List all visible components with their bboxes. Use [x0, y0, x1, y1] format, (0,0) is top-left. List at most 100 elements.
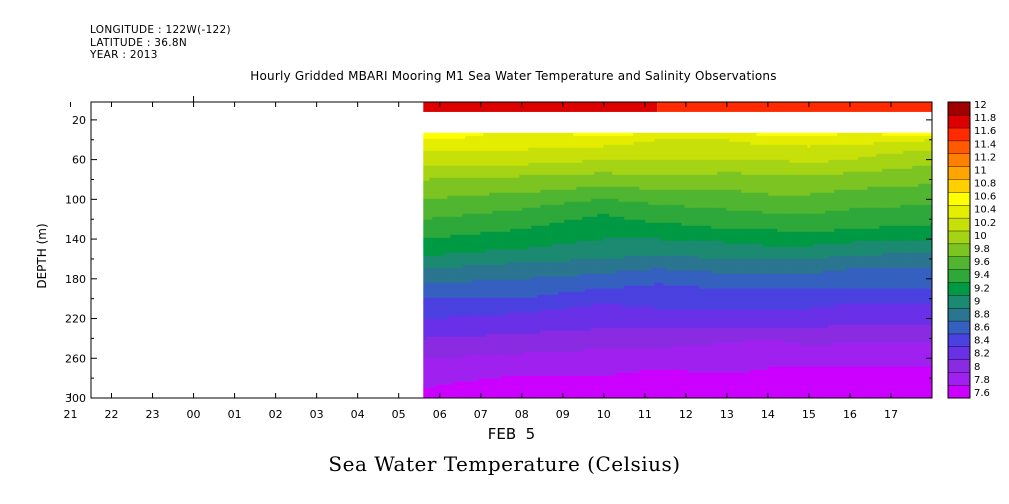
- temperature-cell: [432, 148, 435, 151]
- temperature-cell: [495, 142, 498, 145]
- temperature-cell: [531, 214, 534, 217]
- temperature-cell: [477, 223, 480, 226]
- temperature-cell: [477, 337, 480, 340]
- temperature-cell: [525, 358, 528, 361]
- temperature-cell: [447, 322, 450, 325]
- temperature-cell: [429, 202, 432, 205]
- temperature-cell: [489, 193, 492, 196]
- temperature-cell: [516, 190, 519, 193]
- temperature-cell: [432, 247, 435, 250]
- temperature-cell: [483, 373, 486, 376]
- temperature-cell: [474, 178, 477, 181]
- temperature-cell: [432, 376, 435, 379]
- temperature-cell: [573, 241, 576, 244]
- temperature-cell: [459, 175, 462, 178]
- temperature-cell: [480, 193, 483, 196]
- temperature-cell: [504, 382, 507, 385]
- temperature-cell: [549, 265, 552, 268]
- temperature-cell: [570, 208, 573, 211]
- temperature-cell: [534, 238, 537, 241]
- temperature-cell: [426, 238, 429, 241]
- temperature-cell: [528, 373, 531, 376]
- temperature-cell: [534, 268, 537, 271]
- temperature-cell: [441, 250, 444, 253]
- temperature-cell: [429, 292, 432, 295]
- temperature-cell: [444, 190, 447, 193]
- temperature-cell: [465, 337, 468, 340]
- temperature-cell: [570, 184, 573, 187]
- temperature-cell: [513, 133, 516, 136]
- temperature-cell: [498, 184, 501, 187]
- temperature-cell: [534, 217, 537, 220]
- temperature-cell: [576, 211, 579, 214]
- temperature-cell: [471, 175, 474, 178]
- temperature-cell: [579, 328, 582, 331]
- temperature-cell: [489, 187, 492, 190]
- temperature-cell: [477, 349, 480, 352]
- temperature-cell: [447, 190, 450, 193]
- temperature-cell: [546, 151, 549, 154]
- temperature-cell: [543, 394, 546, 397]
- temperature-cell: [573, 391, 576, 394]
- temperature-cell: [519, 220, 522, 223]
- temperature-cell: [585, 223, 588, 226]
- temperature-cell: [483, 205, 486, 208]
- temperature-cell: [492, 184, 495, 187]
- temperature-cell: [450, 355, 453, 358]
- temperature-cell: [525, 163, 528, 166]
- temperature-cell: [573, 235, 576, 238]
- temperature-cell: [480, 322, 483, 325]
- temperature-cell: [561, 229, 564, 232]
- temperature-cell: [504, 196, 507, 199]
- temperature-cell: [504, 316, 507, 319]
- temperature-cell: [528, 286, 531, 289]
- temperature-cell: [513, 379, 516, 382]
- temperature-cell: [462, 352, 465, 355]
- temperature-cell: [519, 250, 522, 253]
- temperature-cell: [423, 262, 426, 265]
- temperature-cell: [555, 343, 558, 346]
- temperature-cell: [513, 250, 516, 253]
- temperature-cell: [465, 163, 468, 166]
- temperature-cell: [459, 190, 462, 193]
- temperature-cell: [564, 289, 567, 292]
- temperature-cell: [534, 370, 537, 373]
- temperature-cell: [450, 241, 453, 244]
- temperature-cell: [570, 328, 573, 331]
- temperature-cell: [522, 334, 525, 337]
- temperature-cell: [519, 142, 522, 145]
- temperature-cell: [507, 238, 510, 241]
- temperature-cell: [555, 367, 558, 370]
- temperature-cell: [489, 376, 492, 379]
- temperature-cell: [543, 145, 546, 148]
- temperature-cell: [516, 301, 519, 304]
- temperature-cell: [531, 346, 534, 349]
- temperature-cell: [579, 295, 582, 298]
- temperature-cell: [474, 316, 477, 319]
- temperature-cell: [495, 151, 498, 154]
- temperature-cell: [441, 184, 444, 187]
- temperature-cell: [489, 133, 492, 136]
- temperature-cell: [465, 394, 468, 397]
- temperature-cell: [489, 274, 492, 277]
- temperature-cell: [540, 172, 543, 175]
- temperature-cell: [585, 289, 588, 292]
- temperature-cell: [468, 289, 471, 292]
- temperature-cell: [510, 145, 513, 148]
- temperature-cell: [435, 232, 438, 235]
- temperature-cell: [543, 298, 546, 301]
- temperature-cell: [555, 334, 558, 337]
- temperature-cell: [480, 319, 483, 322]
- temperature-cell: [426, 289, 429, 292]
- temperature-cell: [435, 355, 438, 358]
- temperature-cell: [474, 310, 477, 313]
- temperature-cell: [588, 307, 591, 310]
- temperature-cell: [504, 214, 507, 217]
- temperature-cell: [429, 277, 432, 280]
- temperature-cell: [441, 361, 444, 364]
- temperature-cell: [591, 142, 594, 145]
- temperature-cell: [576, 136, 579, 139]
- temperature-cell: [519, 274, 522, 277]
- temperature-cell: [510, 157, 513, 160]
- temperature-cell: [510, 310, 513, 313]
